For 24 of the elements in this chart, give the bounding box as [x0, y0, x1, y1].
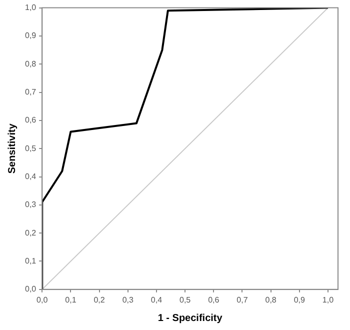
y-tick-label: 0,9 [24, 31, 37, 40]
y-axis-title: Sensitivity [6, 123, 18, 174]
x-tick-label: 0,5 [179, 295, 192, 304]
x-tick-label: 0,0 [36, 295, 48, 304]
y-tick-label: 0,1 [24, 256, 37, 266]
y-tick-label: 0,6 [24, 116, 37, 125]
x-tick-label: 0,7 [236, 295, 248, 304]
x-tick-label: 0,3 [122, 295, 134, 304]
y-tick-label: 0,5 [24, 144, 37, 153]
y-tick-label: 0,2 [24, 228, 37, 238]
y-tick-label: 0,4 [24, 172, 37, 181]
x-tick-label: 1,0 [322, 295, 334, 304]
x-tick-label: 0,8 [265, 295, 277, 304]
x-tick-label: 0,9 [294, 295, 306, 304]
y-tick-label: 0,3 [24, 200, 37, 210]
y-tick-label: 0,7 [24, 87, 37, 96]
x-tick-label: 0,2 [94, 295, 106, 304]
x-axis-title: 1 - Specificity [158, 312, 223, 324]
y-tick-label: 0,8 [24, 59, 37, 68]
x-tick-label: 0,4 [150, 295, 163, 304]
x-tick-label: 0,6 [208, 295, 220, 304]
y-tick-label: 0,0 [24, 284, 37, 294]
x-tick-label: 0,1 [65, 295, 77, 304]
y-tick-label: 1,0 [24, 3, 37, 12]
